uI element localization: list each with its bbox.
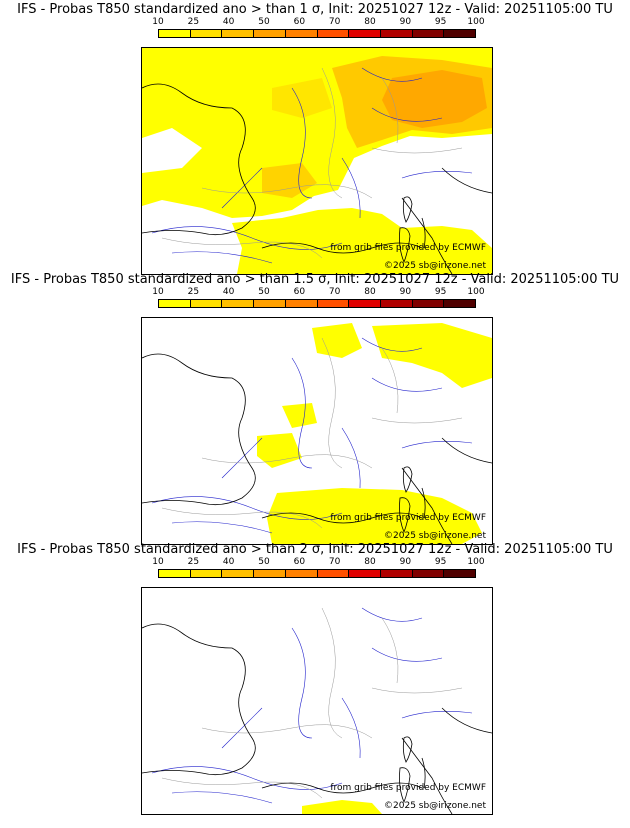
scale-tick-label: 10 bbox=[152, 287, 164, 297]
scale-tick-label: 80 bbox=[364, 557, 376, 567]
probability-shading bbox=[257, 323, 492, 544]
scale-tick-label: 10 bbox=[152, 17, 164, 27]
scale-tick-label: 100 bbox=[467, 557, 485, 567]
borders bbox=[161, 607, 463, 799]
probability-map: from grib files provided by ECMWF ©2025 … bbox=[141, 587, 493, 815]
scale-tick-label: 50 bbox=[258, 557, 270, 567]
map-svg bbox=[142, 323, 492, 544]
panel-title: IFS - Probas T850 standardized ano > tha… bbox=[10, 272, 620, 287]
scale-segment bbox=[190, 300, 223, 307]
islands bbox=[399, 196, 413, 264]
rivers bbox=[151, 607, 473, 804]
scale-tick-label: 95 bbox=[434, 287, 447, 297]
scale-tick-label: 90 bbox=[399, 17, 412, 27]
scale-tick-label: 40 bbox=[222, 557, 235, 567]
islands bbox=[399, 736, 413, 804]
scale-segment bbox=[444, 570, 476, 577]
panel-title: IFS - Probas T850 standardized ano > tha… bbox=[17, 542, 613, 557]
map-svg bbox=[142, 607, 492, 814]
scale-tick-label: 40 bbox=[222, 287, 235, 297]
probability-map: from grib files provided by ECMWF ©2025 … bbox=[141, 317, 493, 545]
scale-tick-label: 25 bbox=[187, 17, 200, 27]
scale-tick-label: 60 bbox=[293, 17, 306, 27]
scale-segment bbox=[190, 30, 223, 37]
scale-tick-label: 90 bbox=[399, 557, 412, 567]
rivers bbox=[151, 67, 473, 264]
scale-segment bbox=[285, 300, 318, 307]
scale-tick-label: 60 bbox=[293, 557, 306, 567]
scale-tick-label: 70 bbox=[328, 17, 341, 27]
scale-segment bbox=[285, 30, 318, 37]
data-source-credit: from grib files provided by ECMWF bbox=[330, 513, 486, 523]
scale-tick-label: 70 bbox=[328, 557, 341, 567]
rivers bbox=[151, 337, 473, 534]
scale-bar bbox=[158, 29, 476, 38]
scale-segment bbox=[254, 300, 286, 307]
scale-tick-label: 100 bbox=[467, 17, 485, 27]
scale-tick-label: 10 bbox=[152, 557, 164, 567]
map-panel-2: IFS - Probas T850 standardized ano > tha… bbox=[0, 270, 630, 546]
scale-segment bbox=[159, 570, 191, 577]
map-panel-3: IFS - Probas T850 standardized ano > tha… bbox=[0, 540, 630, 816]
scale-segment bbox=[254, 570, 286, 577]
scale-segment bbox=[444, 30, 476, 37]
scale-segment bbox=[349, 570, 381, 577]
probability-shading bbox=[302, 800, 382, 814]
scale-tick-label: 25 bbox=[187, 287, 200, 297]
probability-map: from grib files provided by ECMWF ©2025 … bbox=[141, 47, 493, 275]
scale-segment bbox=[412, 30, 445, 37]
scale-segment bbox=[222, 570, 255, 577]
map-svg bbox=[142, 48, 492, 274]
scale-segment bbox=[444, 300, 476, 307]
borders bbox=[161, 337, 463, 529]
scale-bar bbox=[158, 299, 476, 308]
scale-tick-label: 95 bbox=[434, 17, 447, 27]
scale-tick-label: 25 bbox=[187, 557, 200, 567]
scale-bar bbox=[158, 569, 476, 578]
scale-tick-label: 50 bbox=[258, 287, 270, 297]
scale-tick-label: 40 bbox=[222, 17, 235, 27]
map-panel-1: IFS - Probas T850 standardized ano > tha… bbox=[0, 0, 630, 276]
scale-labels: 10 25 40 50 60 70 80 90 95 100 bbox=[152, 17, 484, 28]
scale-tick-label: 100 bbox=[467, 287, 485, 297]
borders bbox=[161, 67, 463, 259]
data-source-credit: from grib files provided by ECMWF bbox=[330, 783, 486, 793]
scale-tick-label: 60 bbox=[293, 287, 306, 297]
data-source-credit: from grib files provided by ECMWF bbox=[330, 243, 486, 253]
copyright-credit: ©2025 sb@irizone.net bbox=[384, 531, 486, 541]
scale-segment bbox=[254, 30, 286, 37]
copyright-credit: ©2025 sb@irizone.net bbox=[384, 261, 486, 271]
scale-tick-label: 50 bbox=[258, 17, 270, 27]
scale-labels: 10 25 40 50 60 70 80 90 95 100 bbox=[152, 287, 484, 298]
probability-shading bbox=[142, 48, 492, 274]
scale-segment bbox=[349, 300, 381, 307]
scale-tick-label: 80 bbox=[364, 287, 376, 297]
scale-segment bbox=[222, 300, 255, 307]
scale-segment bbox=[412, 300, 445, 307]
color-scale: 10 25 40 50 60 70 80 90 95 100 bbox=[152, 17, 485, 39]
scale-segment bbox=[317, 30, 350, 37]
color-scale: 10 25 40 50 60 70 80 90 95 100 bbox=[152, 287, 485, 309]
scale-segment bbox=[380, 30, 413, 37]
scale-segment bbox=[159, 300, 191, 307]
scale-segment bbox=[380, 300, 413, 307]
scale-segment bbox=[159, 30, 191, 37]
color-scale: 10 25 40 50 60 70 80 90 95 100 bbox=[152, 557, 485, 579]
scale-segment bbox=[190, 570, 223, 577]
scale-tick-label: 90 bbox=[399, 287, 412, 297]
copyright-credit: ©2025 sb@irizone.net bbox=[384, 801, 486, 811]
scale-segment bbox=[222, 30, 255, 37]
scale-segment bbox=[317, 300, 350, 307]
scale-segment bbox=[380, 570, 413, 577]
scale-segment bbox=[349, 30, 381, 37]
scale-tick-label: 70 bbox=[328, 287, 341, 297]
scale-segment bbox=[412, 570, 445, 577]
scale-segment bbox=[285, 570, 318, 577]
scale-tick-label: 80 bbox=[364, 17, 376, 27]
islands bbox=[399, 466, 413, 534]
scale-labels: 10 25 40 50 60 70 80 90 95 100 bbox=[152, 557, 484, 568]
scale-segment bbox=[317, 570, 350, 577]
scale-tick-label: 95 bbox=[434, 557, 447, 567]
panel-title: IFS - Probas T850 standardized ano > tha… bbox=[17, 2, 613, 17]
